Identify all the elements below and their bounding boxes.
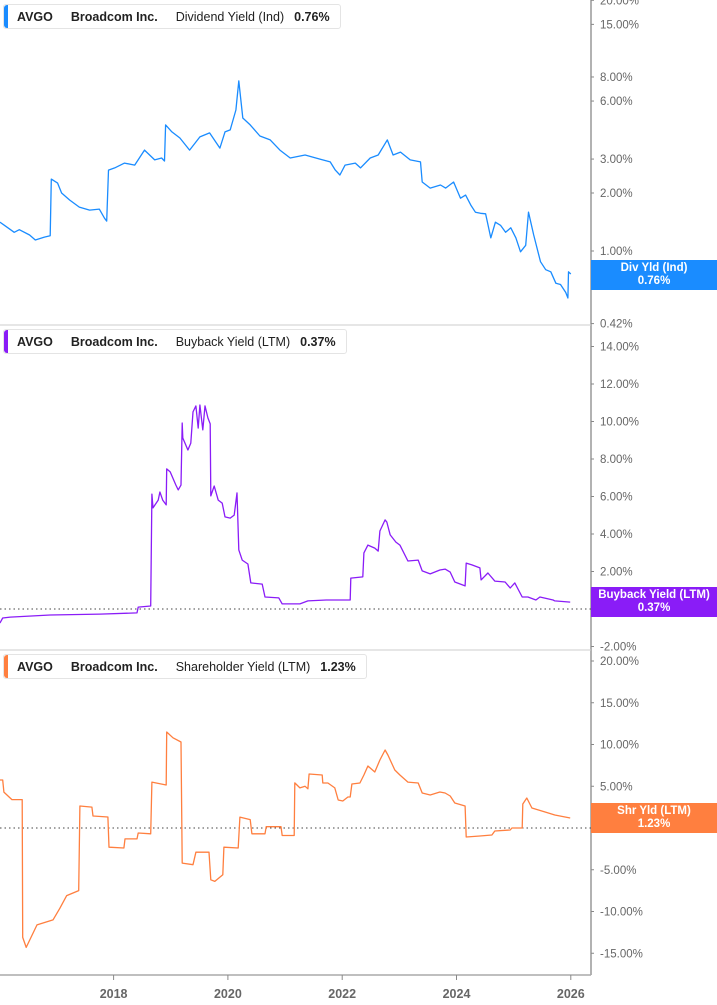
- legend-company: Broadcom Inc.: [70, 9, 158, 24]
- y-tick-label: 14.00%: [600, 342, 639, 354]
- y-tick-label: 12.00%: [600, 379, 639, 391]
- y-tick-label: 2.00%: [600, 567, 633, 579]
- series-line-1: [0, 404, 571, 624]
- y-tick-label: 2.00%: [600, 188, 633, 200]
- y-tick-label: 1.00%: [600, 246, 633, 258]
- legend-color-bar: [4, 330, 8, 353]
- y-tick-label: 3.00%: [600, 154, 633, 166]
- y-tick-label: 8.00%: [600, 454, 633, 466]
- legend-shareholder-yield: AVGO Broadcom Inc. Shareholder Yield (LT…: [3, 654, 367, 679]
- last-value-tag-dividend: Div Yld (Ind) 0.76%: [591, 260, 717, 290]
- legend-dividend-yield: AVGO Broadcom Inc. Dividend Yield (Ind) …: [3, 4, 341, 29]
- legend-metric: Dividend Yield (Ind): [175, 9, 285, 24]
- last-value-tag-shareholder: Shr Yld (LTM) 1.23%: [591, 803, 717, 833]
- legend-value: 0.76%: [294, 9, 330, 24]
- tag-value: 1.23%: [637, 818, 671, 830]
- y-tick-label: 15.00%: [600, 19, 639, 31]
- legend-ticker: AVGO: [17, 9, 53, 24]
- y-tick-label: 4.00%: [600, 529, 633, 541]
- x-tick-label: 2018: [100, 987, 128, 1001]
- legend-value: 0.37%: [300, 334, 336, 349]
- legend-ticker: AVGO: [17, 334, 53, 349]
- x-tick-label: 2022: [328, 987, 356, 1001]
- y-tick-label: 10.00%: [600, 740, 639, 752]
- x-tick-label: 2020: [214, 987, 242, 1001]
- y-tick-label: -2.00%: [600, 642, 636, 654]
- legend-color-bar: [4, 5, 8, 28]
- y-tick-label: 5.00%: [600, 781, 633, 793]
- y-tick-label: 10.00%: [600, 417, 639, 429]
- tag-value: 0.37%: [637, 602, 671, 614]
- y-tick-label: -15.00%: [600, 948, 643, 960]
- legend-buyback-yield: AVGO Broadcom Inc. Buyback Yield (LTM) 0…: [3, 329, 347, 354]
- legend-ticker: AVGO: [17, 659, 53, 674]
- legend-metric: Shareholder Yield (LTM): [175, 659, 311, 674]
- y-tick-label: 20.00%: [600, 0, 639, 7]
- legend-company: Broadcom Inc.: [70, 659, 158, 674]
- last-value-tag-buyback: Buyback Yield (LTM) 0.37%: [591, 587, 717, 617]
- y-tick-label: 20.00%: [600, 656, 639, 668]
- x-tick-label: 2026: [557, 987, 585, 1001]
- legend-value: 1.23%: [320, 659, 356, 674]
- tag-value: 0.76%: [637, 275, 671, 287]
- legend-company: Broadcom Inc.: [70, 334, 158, 349]
- x-tick-label: 2024: [443, 987, 471, 1001]
- y-tick-label: -10.00%: [600, 907, 643, 919]
- legend-color-bar: [4, 655, 8, 678]
- y-tick-label: 15.00%: [600, 698, 639, 710]
- y-tick-label: 6.00%: [600, 96, 633, 108]
- tag-label: Buyback Yield (LTM): [598, 589, 710, 601]
- legend-metric: Buyback Yield (LTM): [175, 334, 291, 349]
- series-line-0: [0, 80, 572, 299]
- tag-label: Div Yld (Ind): [620, 262, 688, 274]
- tag-label: Shr Yld (LTM): [617, 805, 691, 817]
- y-tick-label: 8.00%: [600, 72, 633, 84]
- y-tick-label: 6.00%: [600, 492, 633, 504]
- y-tick-label: 0.42%: [600, 319, 633, 331]
- y-tick-label: -5.00%: [600, 865, 636, 877]
- series-line-2: [0, 731, 571, 949]
